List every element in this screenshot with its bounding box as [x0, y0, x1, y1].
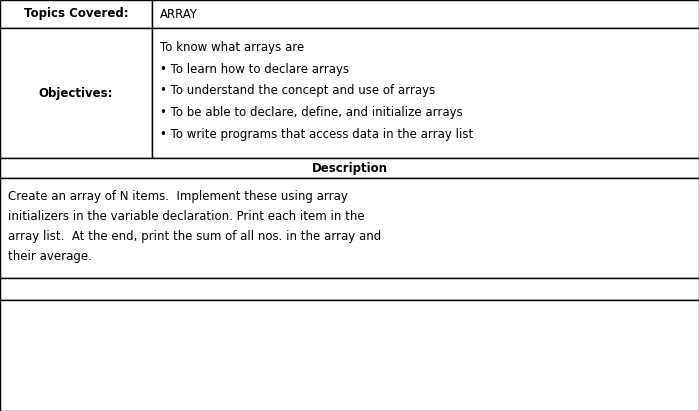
Text: • To write programs that access data in the array list: • To write programs that access data in …	[160, 127, 473, 141]
Text: • To learn how to declare arrays: • To learn how to declare arrays	[160, 62, 349, 76]
Bar	[152, 0, 699, 28]
Text: ARRAY: ARRAY	[160, 7, 198, 21]
Text: Objectives:: Objectives:	[38, 86, 113, 99]
Bar	[0, 0, 152, 28]
Text: To know what arrays are: To know what arrays are	[160, 41, 304, 54]
Bar	[152, 28, 699, 158]
Text: their average.: their average.	[8, 249, 92, 263]
Text: • To understand the concept and use of arrays: • To understand the concept and use of a…	[160, 84, 435, 97]
Text: • To be able to declare, define, and initialize arrays: • To be able to declare, define, and ini…	[160, 106, 463, 119]
Bar	[0, 178, 699, 278]
Text: Topics Covered:: Topics Covered:	[24, 7, 129, 21]
Bar	[0, 158, 699, 178]
Bar	[0, 278, 699, 300]
Text: Create an array of N items.  Implement these using array: Create an array of N items. Implement th…	[8, 189, 348, 203]
Text: initializers in the variable declaration. Print each item in the: initializers in the variable declaration…	[8, 210, 365, 222]
Text: array list.  At the end, print the sum of all nos. in the array and: array list. At the end, print the sum of…	[8, 229, 381, 242]
Bar	[0, 28, 152, 158]
Bar	[0, 300, 699, 411]
Text: Description: Description	[312, 162, 387, 175]
